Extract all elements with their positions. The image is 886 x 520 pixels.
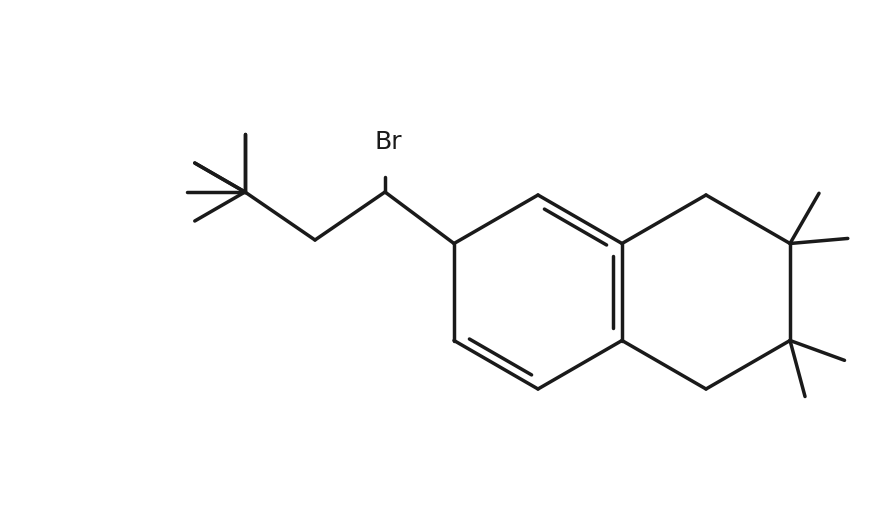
Text: Br: Br	[374, 130, 402, 154]
